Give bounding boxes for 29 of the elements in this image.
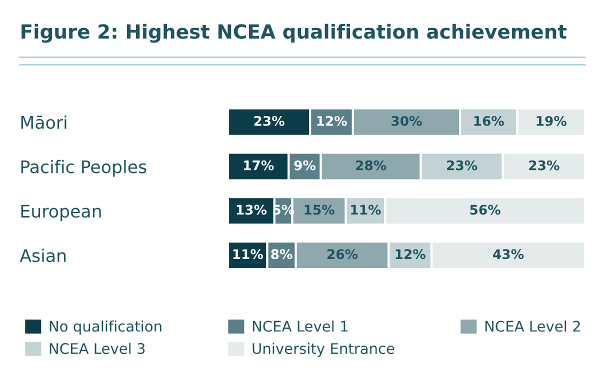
- data-label: 12%: [317, 116, 347, 126]
- chart-title: Figure 2: Highest NCEA qualification achievement: [22, 24, 567, 43]
- y-tick-label: Asian: [20, 248, 66, 262]
- legend-label: NCEA Level 1: [252, 320, 348, 332]
- data-label: 28%: [356, 160, 386, 170]
- data-label: 15%: [304, 204, 334, 215]
- legend-label: NCEA Level 2: [485, 320, 580, 332]
- data-label: 30%: [392, 116, 422, 126]
- data-label: 56%: [470, 204, 500, 215]
- data-label: 13%: [236, 204, 267, 215]
- data-label: 8%: [271, 249, 292, 260]
- data-label: 16%: [474, 116, 504, 126]
- y-tick-label: Māori: [21, 116, 66, 129]
- data-label: 11%: [351, 204, 381, 215]
- legend-label: No qualification: [50, 320, 162, 335]
- legend-label: University Entrance: [252, 342, 394, 357]
- data-label: 12%: [396, 249, 426, 260]
- data-label: 23%: [529, 160, 560, 170]
- y-tick-label: Pacific Peoples: [21, 160, 146, 177]
- data-label: 9%: [294, 160, 316, 170]
- data-label: 23%: [254, 116, 284, 126]
- data-label: 19%: [536, 116, 566, 126]
- data-label: 17%: [244, 160, 274, 170]
- data-label: 11%: [233, 249, 264, 260]
- data-label: 26%: [327, 249, 358, 260]
- y-tick-label: European: [21, 204, 101, 222]
- legend-label: NCEA Level 3: [50, 342, 145, 354]
- data-label: 43%: [493, 249, 524, 260]
- data-label: 23%: [447, 160, 478, 170]
